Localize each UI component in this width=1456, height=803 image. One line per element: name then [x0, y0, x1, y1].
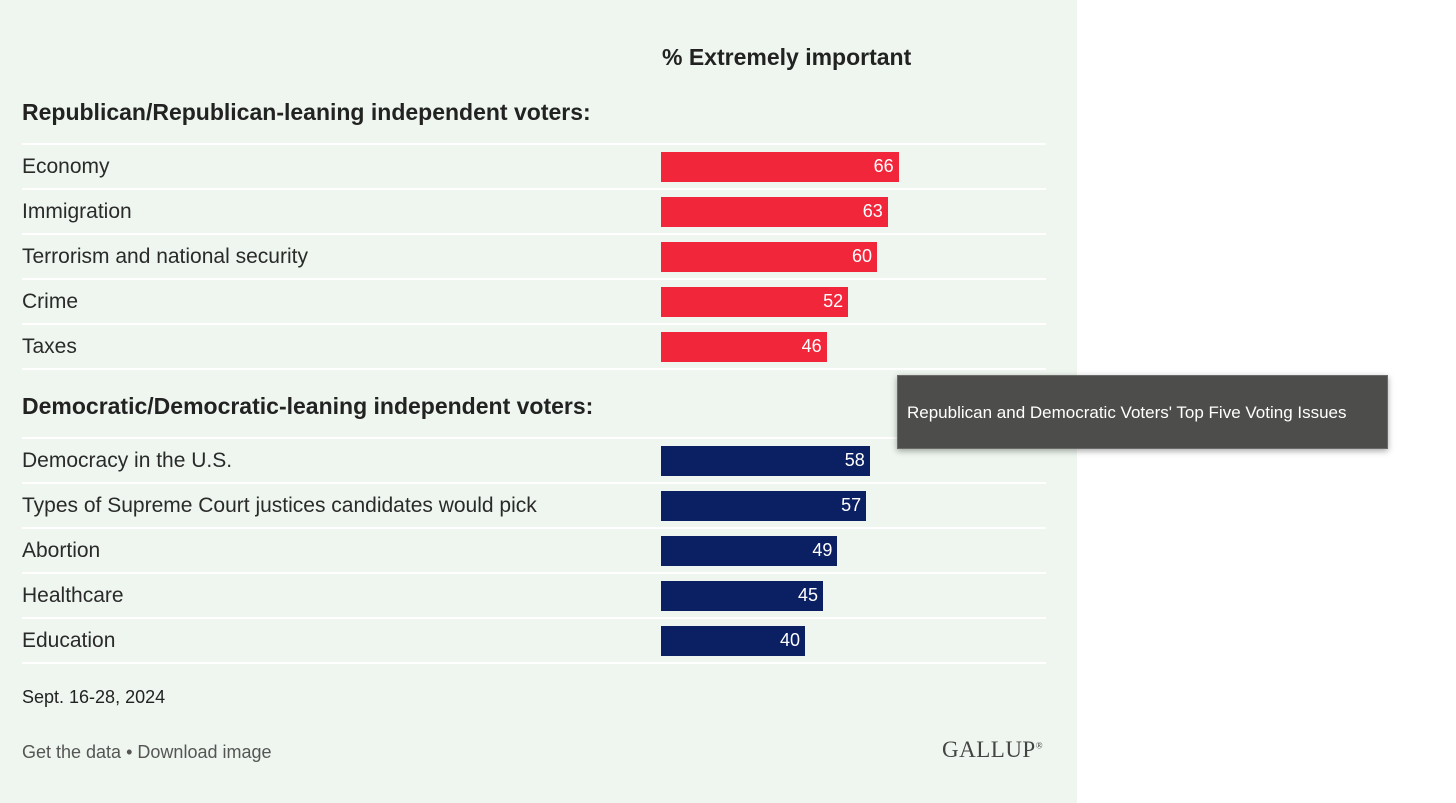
bar-value-label: 45 — [797, 585, 818, 605]
bar: 58 — [661, 446, 870, 476]
chart-row: Crime 52 — [22, 278, 1046, 323]
category-label: Economy — [22, 155, 110, 178]
bar: 63 — [661, 197, 888, 227]
bar-value-label: 63 — [862, 201, 883, 221]
bar: 60 — [661, 242, 877, 272]
category-label: Democracy in the U.S. — [22, 449, 233, 472]
chart-row: Terrorism and national security 60 — [22, 233, 1046, 278]
category-label: Healthcare — [22, 584, 124, 607]
survey-date: Sept. 16-28, 2024 — [22, 687, 166, 707]
bar-value-label: 57 — [841, 495, 862, 515]
bar-value-label: 46 — [801, 336, 822, 356]
bar-value-label: 40 — [779, 630, 800, 650]
category-label: Types of Supreme Court justices candidat… — [22, 494, 537, 517]
chart-title-tooltip: Republican and Democratic Voters' Top Fi… — [897, 375, 1388, 449]
category-label: Terrorism and national security — [22, 245, 308, 268]
group-divider — [22, 662, 1046, 664]
bar-value-label: 58 — [844, 450, 865, 470]
bar: 45 — [661, 581, 823, 611]
footer-links: Get the data • Download image — [22, 742, 272, 763]
bar-value-label: 52 — [823, 291, 844, 311]
bar-value-label: 49 — [812, 540, 833, 560]
chart-row: Democracy in the U.S. 58 — [22, 437, 1046, 482]
chart-row: Economy 66 — [22, 143, 1046, 188]
bar: 40 — [661, 626, 805, 656]
bar: 57 — [661, 491, 867, 521]
category-label: Taxes — [22, 335, 77, 358]
chart-row: Taxes 46 — [22, 323, 1046, 368]
bar-value-label: 60 — [851, 246, 872, 266]
bar: 46 — [661, 332, 827, 362]
category-label: Immigration — [22, 200, 132, 223]
chart-row: Healthcare 45 — [22, 572, 1046, 617]
tooltip-text: Republican and Democratic Voters' Top Fi… — [907, 403, 1347, 422]
download-image-link[interactable]: Download image — [137, 742, 272, 762]
chart-row: Immigration 63 — [22, 188, 1046, 233]
registered-mark: ® — [1035, 740, 1044, 751]
group-divider — [22, 368, 1046, 370]
category-label: Education — [22, 629, 116, 652]
bar: 49 — [661, 536, 838, 566]
chart-row: Education 40 — [22, 617, 1046, 662]
category-label: Abortion — [22, 539, 101, 562]
get-data-link[interactable]: Get the data — [22, 742, 122, 762]
value-column-header: % Extremely important — [662, 44, 912, 70]
group-title: Republican/Republican-leaning independen… — [22, 99, 591, 125]
category-label: Crime — [22, 290, 78, 313]
gallup-logo: GALLUP® — [942, 737, 1043, 763]
group-title: Democratic/Democratic-leaning independen… — [22, 393, 594, 419]
brand-text: GALLUP — [942, 737, 1036, 762]
chart-row: Abortion 49 — [22, 527, 1046, 572]
link-separator: • — [126, 742, 133, 762]
bar: 66 — [661, 152, 899, 182]
chart-row: Types of Supreme Court justices candidat… — [22, 482, 1046, 527]
bar: 52 — [661, 287, 849, 317]
bar-value-label: 66 — [873, 156, 894, 176]
